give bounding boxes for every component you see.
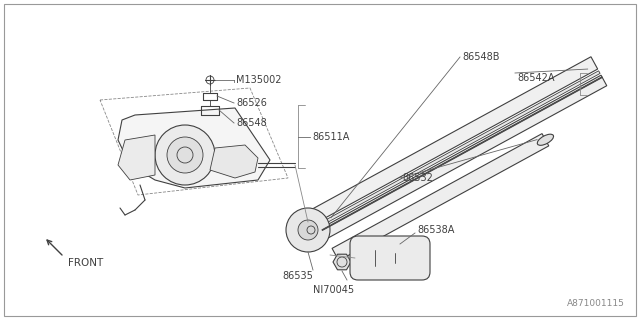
Polygon shape: [210, 145, 258, 178]
Ellipse shape: [538, 134, 554, 145]
Circle shape: [286, 208, 330, 252]
Circle shape: [167, 137, 203, 173]
Text: 86542A: 86542A: [517, 73, 554, 83]
Text: 86532: 86532: [402, 173, 433, 183]
Text: 86538A: 86538A: [417, 225, 454, 235]
Text: 86511A: 86511A: [312, 132, 349, 142]
Text: NI70045: NI70045: [314, 285, 355, 295]
Text: M135002: M135002: [236, 75, 282, 85]
Polygon shape: [118, 108, 270, 188]
Text: 86526: 86526: [236, 98, 267, 108]
FancyBboxPatch shape: [350, 236, 430, 280]
Text: A871001115: A871001115: [567, 299, 625, 308]
Polygon shape: [332, 134, 548, 261]
Polygon shape: [319, 71, 600, 227]
Text: 86548: 86548: [236, 118, 267, 128]
Text: 86535: 86535: [283, 271, 314, 281]
Text: FRONT: FRONT: [68, 258, 103, 268]
Polygon shape: [321, 75, 607, 239]
Circle shape: [298, 220, 318, 240]
Polygon shape: [118, 135, 155, 180]
Text: 86548B: 86548B: [462, 52, 499, 62]
Polygon shape: [333, 254, 351, 270]
Circle shape: [155, 125, 215, 185]
Polygon shape: [311, 57, 598, 222]
